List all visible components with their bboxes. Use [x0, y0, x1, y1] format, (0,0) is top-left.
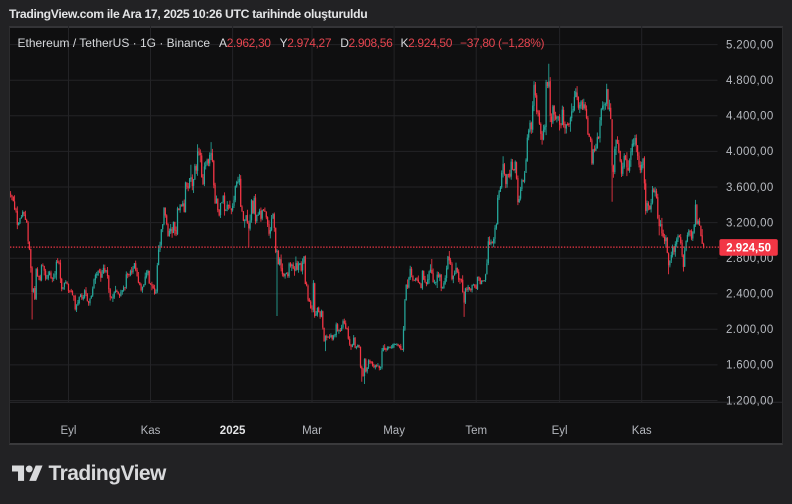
svg-text:Tem: Tem	[465, 425, 487, 437]
svg-text:4.000,00: 4.000,00	[726, 146, 774, 158]
svg-text:Kas: Kas	[632, 425, 652, 437]
svg-text:4.400,00: 4.400,00	[726, 111, 774, 123]
svg-text:Mar: Mar	[302, 425, 322, 437]
svg-text:1.600,00: 1.600,00	[726, 360, 774, 372]
svg-text:3.600,00: 3.600,00	[726, 182, 774, 194]
svg-text:3.200,00: 3.200,00	[726, 217, 774, 229]
svg-text:5.200,00: 5.200,00	[726, 39, 774, 51]
svg-text:1.200,00: 1.200,00	[726, 395, 774, 407]
svg-text:2.924,50: 2.924,50	[726, 242, 771, 254]
svg-text:Kas: Kas	[141, 425, 161, 437]
svg-text:Eyl: Eyl	[552, 425, 568, 437]
svg-text:2025: 2025	[220, 425, 246, 437]
svg-text:May: May	[383, 425, 405, 437]
svg-text:2.800,00: 2.800,00	[726, 253, 774, 265]
svg-text:2.000,00: 2.000,00	[726, 324, 774, 336]
svg-text:4.800,00: 4.800,00	[726, 75, 774, 87]
svg-text:Eyl: Eyl	[61, 425, 77, 437]
svg-text:2.400,00: 2.400,00	[726, 289, 774, 301]
